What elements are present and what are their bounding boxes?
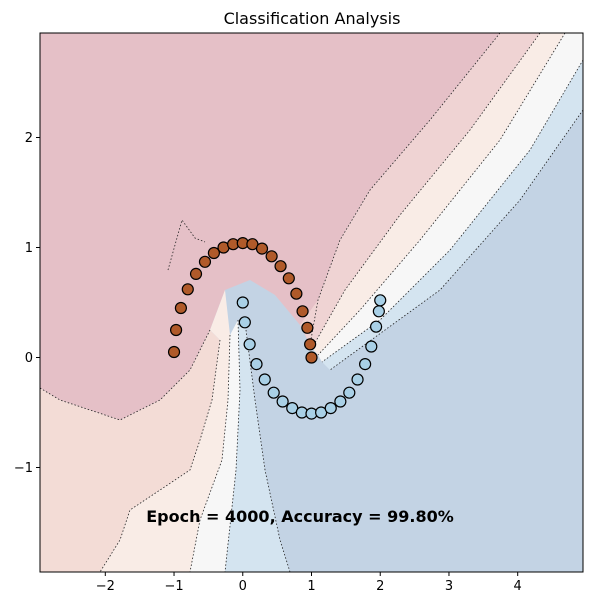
x-tick-label: 2 — [376, 579, 384, 594]
class-1-point — [351, 373, 364, 386]
contour-band-light-blue — [225, 60, 583, 572]
y-tick-label: 1 — [25, 241, 33, 256]
contour-band-pink-1 — [300, 33, 540, 348]
class-0-point — [189, 267, 203, 280]
y-tick-label: 0 — [25, 351, 33, 366]
x-tick-label: 3 — [445, 579, 453, 594]
class-1-point — [334, 395, 347, 408]
class-0-point — [198, 255, 212, 268]
class-1-point — [343, 386, 356, 399]
class-1-point — [258, 373, 271, 386]
x-axis: −2 −1 0 1 2 3 4 — [96, 572, 522, 594]
contour-lines — [40, 33, 583, 572]
plot-area — [40, 33, 583, 572]
class-0-point — [301, 321, 314, 334]
x-tick-label: −1 — [164, 579, 183, 594]
chart-title: Classification Analysis — [224, 9, 401, 28]
class-1-point — [267, 386, 280, 399]
x-tick-label: 4 — [514, 579, 522, 594]
class-0-point — [290, 287, 303, 300]
y-axis: −1 0 1 2 — [14, 131, 40, 476]
class-1-point — [250, 358, 263, 371]
x-tick-label: 1 — [307, 579, 315, 594]
class-0-point — [274, 260, 287, 273]
x-tick-label: −2 — [96, 579, 115, 594]
class-0-point — [181, 283, 194, 296]
class-0-point — [207, 246, 220, 260]
class-0-point — [174, 301, 188, 315]
class-1-point — [276, 395, 289, 408]
class-1-point — [359, 358, 372, 371]
class-0-point — [255, 242, 269, 255]
class-1-point — [238, 316, 251, 329]
class-0-point — [304, 338, 317, 351]
class-0-point — [282, 272, 295, 285]
y-tick-label: 2 — [25, 131, 33, 146]
y-tick-label: −1 — [14, 461, 33, 476]
contour-band-neutral — [190, 33, 583, 572]
contour-band-peach — [100, 33, 565, 572]
class-1-point — [370, 320, 383, 333]
class-1-point — [372, 305, 385, 318]
class-0-point — [167, 345, 181, 359]
contour-band-pink-2 — [40, 330, 220, 572]
class-1-point — [374, 294, 387, 307]
class-1-point — [243, 338, 256, 351]
x-tick-label: 0 — [239, 579, 247, 594]
class-1-point — [236, 296, 249, 309]
class-0-point — [296, 305, 309, 318]
region-class-0 — [40, 33, 500, 420]
class-0-point — [305, 351, 318, 364]
scatter-points — [167, 237, 387, 420]
class-1-point — [324, 402, 337, 415]
class-0-point — [169, 323, 183, 337]
class-0-point — [265, 250, 278, 263]
epoch-accuracy-annotation: Epoch = 4000, Accuracy = 99.80% — [146, 507, 454, 526]
class-1-point — [365, 340, 378, 353]
